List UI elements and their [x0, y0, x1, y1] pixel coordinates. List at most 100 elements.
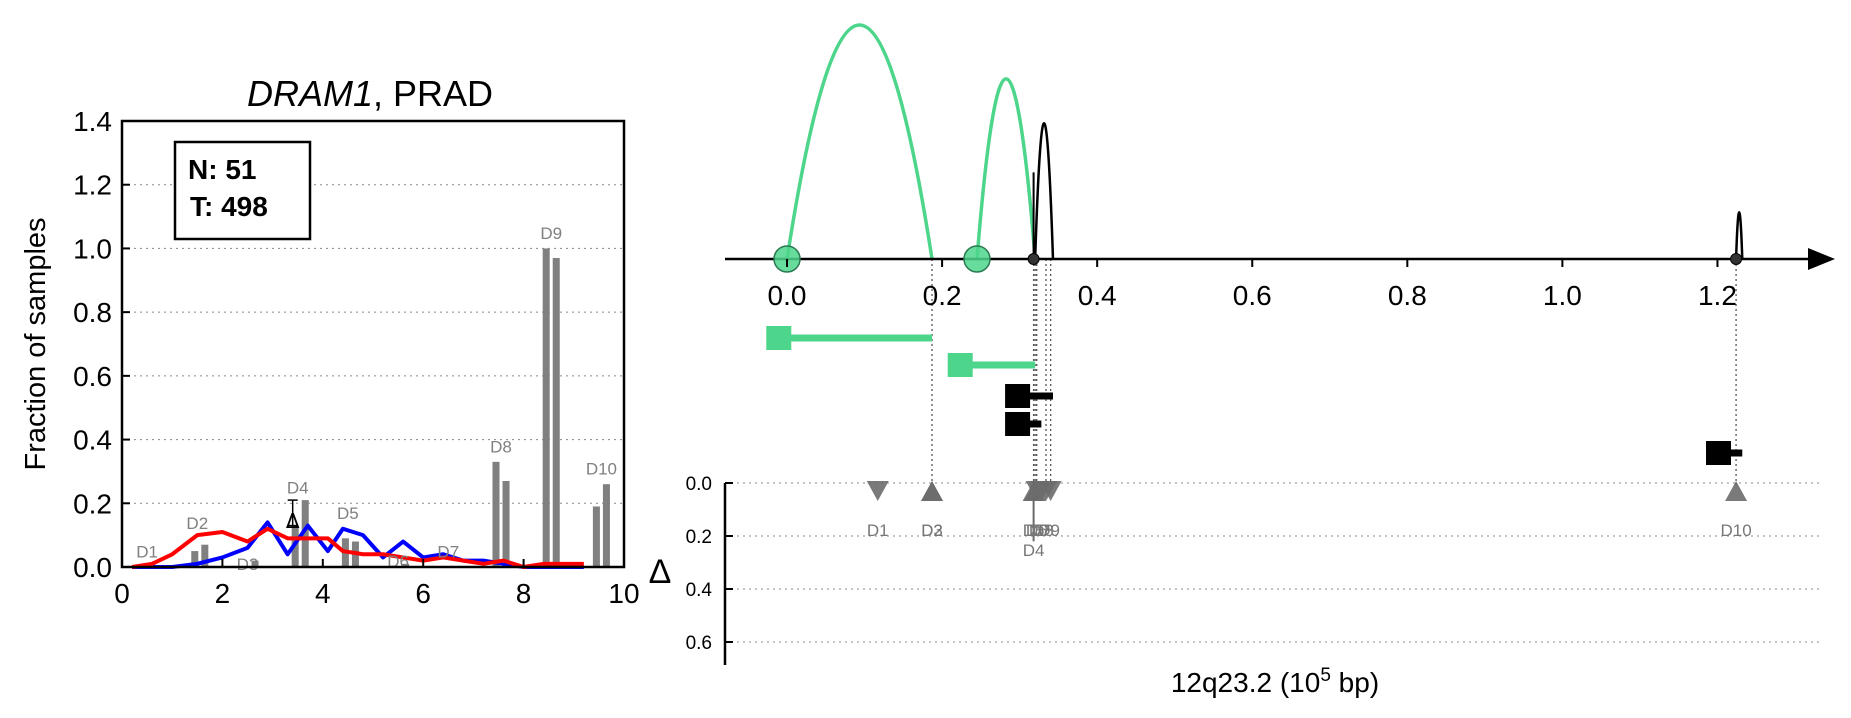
- data-bar: [402, 563, 410, 567]
- left-y-tick-label: 0.4: [73, 425, 112, 456]
- right-delta-y-ticks: 0.0 0.2 0.4 0.6: [686, 474, 733, 654]
- left-x-tick-label: 6: [415, 578, 431, 609]
- track-block: [766, 326, 792, 350]
- left-y-tick-label: 0.6: [73, 361, 112, 392]
- data-bar: [502, 480, 510, 567]
- left-x-tick-label: 8: [516, 578, 532, 609]
- right-arcs: [785, 23, 1744, 260]
- delta-triangle-down-icon: [1039, 481, 1062, 501]
- data-bar: [301, 500, 309, 567]
- delta-marker-label: D4: [1023, 541, 1045, 560]
- right-x-tick-label: 1.0: [1543, 280, 1582, 311]
- right-x-tick-label: 0.8: [1388, 280, 1427, 311]
- delta-marker-label: D6: [1026, 521, 1048, 540]
- series-line: [131, 526, 584, 569]
- bar-label: D8: [490, 437, 512, 456]
- bar-label: D1: [136, 542, 158, 561]
- arc-black: [1033, 122, 1055, 260]
- track-block: [1005, 412, 1031, 436]
- left-x-tick-label: 2: [215, 578, 231, 609]
- data-bar: [201, 544, 209, 567]
- left-y-axis-label: Fraction of samples: [20, 217, 52, 470]
- left-x-tick-label: 10: [608, 578, 639, 609]
- delta-symbol: Δ: [286, 509, 300, 533]
- delta-triangle-down-icon: [866, 481, 889, 501]
- right-genome-track-chart: 0.0 0.2 0.4 0.6 0.8 1.0 1.2 0.0 0.2 0.4 0.6 Δ D1 D…: [649, 23, 1835, 698]
- title-gene: DRAM1: [247, 73, 373, 114]
- left-y-tick-label: 1.0: [73, 233, 112, 264]
- bar-label: D3: [237, 555, 259, 574]
- arc-green: [785, 23, 934, 260]
- sample-count-box: [173, 140, 312, 241]
- data-bar: [542, 248, 550, 567]
- right-x-tick-label: 1.2: [1698, 280, 1737, 311]
- title-rest: , PRAD: [373, 73, 493, 114]
- left-delta-marker: Δ: [286, 499, 300, 533]
- bar-label: D2: [186, 514, 208, 533]
- arc-anchor-dot: [1730, 253, 1743, 265]
- arc-green: [975, 77, 1037, 260]
- delta-triangle-up-icon: [1725, 481, 1748, 501]
- delta-marker-label: D7: [1029, 521, 1051, 540]
- normal-count-label: N: 51: [188, 154, 256, 185]
- delta-marker-label: D5: [1023, 521, 1045, 540]
- data-bar: [191, 551, 199, 567]
- delta-y-tick-label: 0.0: [686, 474, 712, 495]
- bar-label: D4: [287, 479, 309, 498]
- left-x-tick-label: 4: [315, 578, 331, 609]
- series-line: [132, 520, 584, 569]
- delta-y-tick-label: 0.2: [686, 527, 712, 548]
- right-x-tick-label: 0.0: [768, 280, 807, 311]
- data-bar: [552, 257, 560, 567]
- bar-label: D9: [540, 224, 562, 243]
- right-delta-grid: [725, 482, 1820, 643]
- left-y-tick-label: 0.2: [73, 488, 112, 519]
- left-chart-title: DRAM1, PRAD: [247, 73, 493, 114]
- data-bar: [592, 506, 600, 567]
- bar-label: D7: [437, 542, 459, 561]
- delta-marker-label: D3: [921, 521, 943, 540]
- delta-marker-label: D10: [1720, 521, 1751, 540]
- left-y-tick-label: 1.2: [73, 170, 112, 201]
- delta-y-tick-label: 0.4: [686, 580, 713, 601]
- delta-marker-label: D2: [921, 521, 943, 540]
- right-x-tick-label: 0.2: [923, 280, 962, 311]
- right-x-tick-label: 0.6: [1233, 280, 1272, 311]
- track-block: [1005, 384, 1031, 408]
- left-y-ticks: 0.0 0.2 0.4 0.6 0.8 1.0 1.2 1.4: [73, 106, 130, 583]
- right-dotted-guides: [931, 259, 1737, 488]
- right-x-ticks: 0.0 0.2 0.4 0.6 0.8 1.0 1.2: [768, 259, 1737, 311]
- left-y-tick-label: 0.0: [73, 552, 112, 583]
- track-block: [947, 353, 973, 377]
- delta-marker-label: D1: [867, 521, 889, 540]
- x-label-exponent: 5: [1320, 665, 1331, 686]
- data-bar: [602, 484, 610, 567]
- left-y-tick-label: 1.4: [73, 106, 112, 137]
- genome-axis-arrow-icon: [1808, 248, 1835, 270]
- right-x-tick-label: 0.4: [1078, 280, 1117, 311]
- right-tracks: [766, 326, 1743, 465]
- x-label-main: 12q23.2 (10: [1171, 667, 1320, 698]
- arc-black: [1734, 210, 1744, 260]
- left-x-tick-label: 0: [114, 578, 130, 609]
- right-x-axis-label: 12q23.2 (105 bp): [1171, 665, 1379, 698]
- arc-anchor-circle: [963, 245, 991, 273]
- left-x-ticks: 0 2 4 6 8 10: [114, 559, 640, 609]
- x-label-tail: bp): [1331, 667, 1379, 698]
- delta-marker-label: D8: [1032, 521, 1054, 540]
- delta-triangle-up-icon: [921, 481, 944, 501]
- track-block: [1706, 441, 1732, 465]
- delta-y-tick-label: 0.6: [686, 633, 712, 654]
- tumor-count-label: T: 498: [190, 191, 268, 222]
- left-plot-frame: [120, 119, 626, 569]
- delta-marker-label: D9: [1038, 521, 1060, 540]
- arc-anchor-dot: [1027, 253, 1040, 265]
- left-bars: [191, 248, 610, 567]
- bar-label: D10: [586, 460, 617, 479]
- left-y-tick-label: 0.8: [73, 297, 112, 328]
- delta-axis-label: Δ: [649, 553, 672, 591]
- data-bar: [251, 560, 259, 567]
